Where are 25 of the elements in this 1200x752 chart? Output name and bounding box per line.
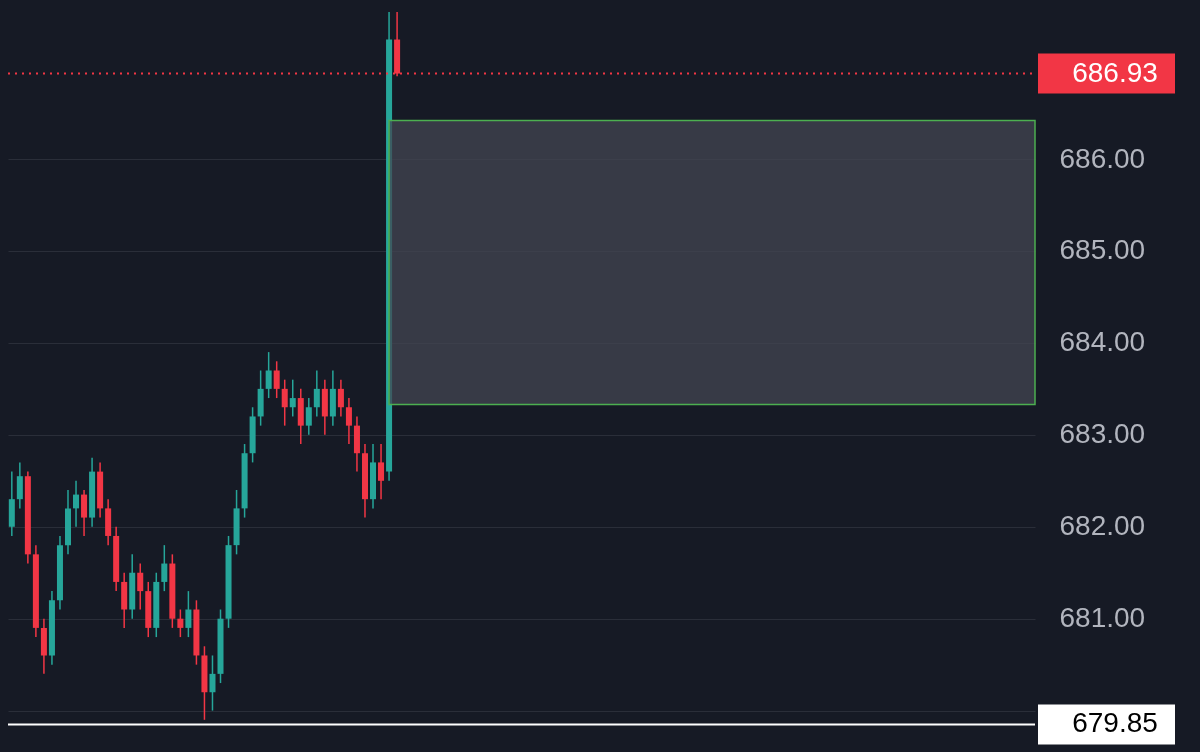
candlestick bbox=[313, 369, 320, 418]
ref-line-label: 679.85 bbox=[1072, 707, 1158, 739]
candlestick bbox=[16, 461, 23, 510]
candlestick bbox=[345, 397, 352, 445]
candlestick bbox=[81, 489, 88, 537]
candlestick bbox=[289, 378, 296, 418]
y-tick-label: 682.00 bbox=[1059, 510, 1146, 542]
ref-line-label: 686.93 bbox=[1072, 56, 1158, 88]
y-tick-label: 681.00 bbox=[1059, 602, 1146, 634]
candlestick bbox=[281, 378, 288, 427]
candlestick bbox=[185, 590, 192, 638]
candlestick bbox=[137, 562, 144, 611]
candlestick bbox=[265, 351, 272, 399]
candlestick bbox=[273, 360, 280, 399]
y-tick-label: 685.00 bbox=[1059, 234, 1146, 266]
y-tick-label: 686.00 bbox=[1059, 142, 1146, 174]
y-tick-label: 683.00 bbox=[1059, 418, 1146, 450]
y-tick-label: 684.00 bbox=[1059, 326, 1146, 358]
candlestick bbox=[73, 480, 80, 528]
candlestick bbox=[378, 443, 385, 500]
candlestick bbox=[337, 378, 344, 418]
candlestick bbox=[209, 654, 216, 712]
candlestick bbox=[177, 608, 184, 638]
candlestick bbox=[161, 544, 168, 592]
candlestick bbox=[305, 397, 312, 436]
